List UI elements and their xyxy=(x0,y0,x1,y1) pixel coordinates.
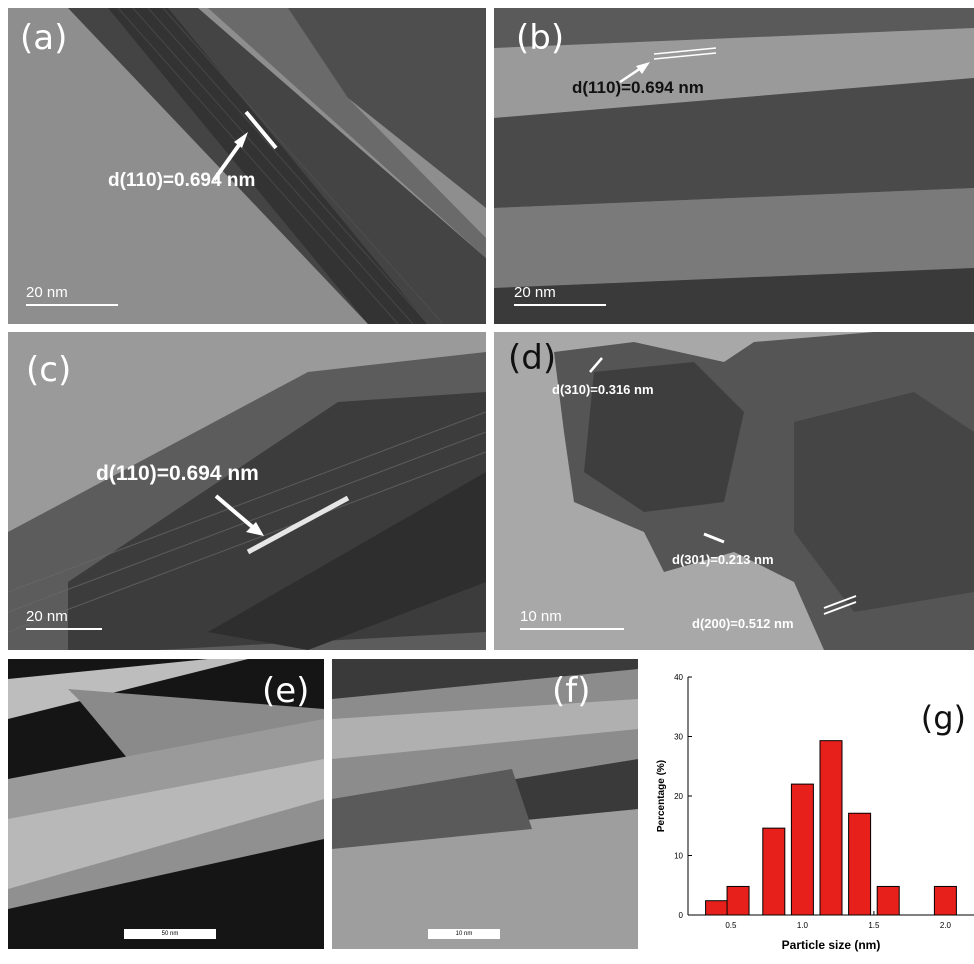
y-axis-label: Percentage (%) xyxy=(656,760,667,832)
panel-label: (a) xyxy=(20,18,68,58)
lattice-marker xyxy=(246,495,350,555)
scale-bar-label: 20 nm xyxy=(514,284,556,301)
scale-bar xyxy=(520,628,624,630)
panel-g-histogram: 0 10 20 30 40 0.5 1.0 1.5 2.0 Particle size (nm) P… xyxy=(648,659,974,959)
histogram-bar xyxy=(705,900,729,916)
x-tick-label: 1.0 xyxy=(797,921,809,930)
panel-a-micrograph xyxy=(8,8,486,324)
y-tick-label: 30 xyxy=(674,733,683,742)
arrow-icon xyxy=(246,522,264,536)
panel-label: (b) xyxy=(516,18,565,58)
panel-d: (d) d(310)=0.316 nm d(301)=0.213 nm d(20… xyxy=(494,332,974,650)
panel-label: (c) xyxy=(26,350,72,390)
panel-f-micrograph xyxy=(332,659,638,949)
scale-bar xyxy=(26,304,118,306)
panel-label: (f) xyxy=(552,671,591,711)
histogram-bar xyxy=(790,783,814,916)
panel-d-micrograph xyxy=(494,332,974,650)
x-axis-label: Particle size (nm) xyxy=(782,938,881,952)
y-tick-label: 0 xyxy=(679,911,684,920)
lattice-annotation: d(110)=0.694 nm xyxy=(108,170,256,191)
scale-bar-label: 10 nm xyxy=(520,608,562,625)
lattice-annotation: d(110)=0.694 nm xyxy=(96,462,259,485)
panel-label: (g) xyxy=(921,699,966,737)
y-tick-label: 40 xyxy=(674,673,683,682)
panel-e-micrograph xyxy=(8,659,324,949)
scale-bar: 10 nm xyxy=(428,929,500,939)
y-tick-label: 10 xyxy=(674,852,683,861)
x-tick-label: 0.5 xyxy=(725,921,737,930)
scale-bar-label: 10 nm xyxy=(455,931,473,937)
histogram-bar xyxy=(848,812,872,916)
scale-bar-label: 20 nm xyxy=(26,608,68,625)
scale-bar xyxy=(514,304,606,306)
x-tick-label: 2.0 xyxy=(940,921,952,930)
x-tick-label: 1.5 xyxy=(868,921,880,930)
panel-a: (a) d(110)=0.694 nm 20 nm xyxy=(8,8,486,324)
lattice-marker xyxy=(244,110,278,150)
scale-bar: 50 nm xyxy=(124,929,216,939)
histogram-bar xyxy=(933,885,957,916)
panel-b: (b) d(110)=0.694 nm 20 nm xyxy=(494,8,974,324)
lattice-annotation: d(110)=0.694 nm xyxy=(572,78,704,97)
histogram-bar xyxy=(726,885,750,916)
panel-c-micrograph xyxy=(8,332,486,650)
y-tick-label: 20 xyxy=(674,792,683,801)
scale-bar-label: 20 nm xyxy=(26,284,68,301)
panel-e: (e) 50 nm xyxy=(8,659,324,949)
panel-label: (e) xyxy=(262,671,310,711)
arrow-icon xyxy=(234,132,248,148)
panel-c: (c) d(110)=0.694 nm 20 nm xyxy=(8,332,486,650)
lattice-annotation-200: d(200)=0.512 nm xyxy=(692,616,794,631)
histogram-svg: 0 10 20 30 40 0.5 1.0 1.5 2.0 Particle size (nm) P… xyxy=(656,673,974,952)
lattice-annotation-310: d(310)=0.316 nm xyxy=(552,382,654,397)
lattice-annotation-301: d(301)=0.213 nm xyxy=(672,552,774,567)
panel-f: (f) 10 nm xyxy=(332,659,638,949)
scale-bar-label: 50 nm xyxy=(161,931,179,937)
arrow-icon xyxy=(636,62,650,74)
panel-b-micrograph xyxy=(494,8,974,324)
scale-bar xyxy=(26,628,102,630)
histogram-bar xyxy=(876,885,900,916)
panel-label: (d) xyxy=(508,338,557,378)
histogram-bar xyxy=(762,827,786,916)
histogram-bar xyxy=(819,740,843,916)
